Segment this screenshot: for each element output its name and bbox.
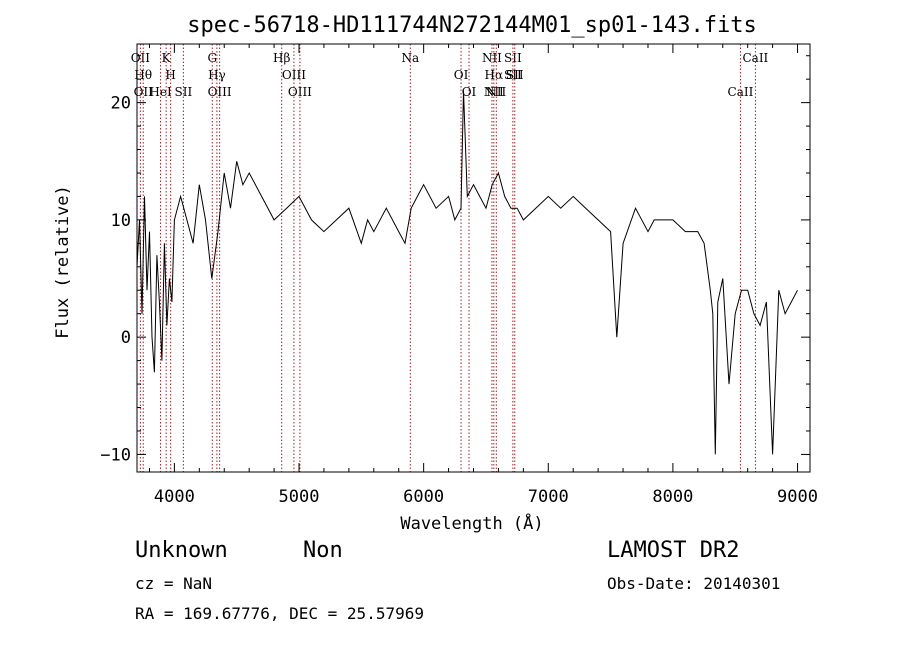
line-marker-label: HeI [149,85,172,99]
line-marker-label: OII [131,51,151,65]
line-marker-label: Hα [485,68,504,82]
line-marker-label: NII [484,85,504,99]
x-tick-label: 8000 [652,487,693,507]
y-tick-label: 10 [111,211,131,231]
line-marker-label: OIII [208,85,232,99]
x-tick-label: 9000 [777,487,818,507]
line-marker-label: OIII [288,85,312,99]
redshift-cz: cz = NaN [135,574,213,593]
line-marker-label: Hθ [134,68,152,82]
line-marker-label: OI [462,85,477,99]
object-subclass: Non [303,538,343,563]
spectrum-line [136,90,798,455]
chart-title: spec-56718-HD111744N272144M01_sp01-143.f… [187,13,757,38]
emission-line-markers: OIIHθOIIHeIKHSIIGHγOIIIHβOIIIOIIINaOIOIN… [131,44,769,472]
line-marker-label: G [207,51,217,65]
line-marker-label: NII [486,85,506,99]
line-marker-label: OII [134,85,154,99]
y-tick-label: 20 [111,94,131,114]
survey-name: LAMOST DR2 [607,538,740,563]
object-class: Unknown [135,538,228,563]
coordinates: RA = 169.67776, DEC = 25.57969 [135,604,424,623]
observation-date: Obs-Date: 20140301 [607,574,781,593]
plot-frame [136,43,811,473]
y-tick-label: −10 [100,445,131,465]
x-tick-label: 4000 [154,487,195,507]
axis-ticks: 4000 5000 6000 7000 8000 9000 −10 0 10 20 [100,44,818,507]
line-marker-label: SII [506,68,524,82]
line-marker-label: SII [175,85,193,99]
line-marker-label: Na [401,51,419,65]
x-tick-label: 5000 [279,487,320,507]
line-marker-label: CaII [742,51,768,65]
line-marker-label: SII [504,51,522,65]
x-tick-label: 6000 [403,487,444,507]
x-tick-label: 7000 [528,487,569,507]
line-marker-label: Hβ [273,51,290,65]
line-marker-label: OI [454,68,469,82]
y-axis-label: Flux (relative) [53,185,73,339]
line-marker-label: NII [482,51,502,65]
line-marker-label: H [165,68,175,82]
line-marker-label: K [162,51,172,65]
y-tick-label: 0 [121,328,131,348]
line-marker-label: Hγ [208,68,226,82]
line-marker-label: SII [504,68,522,82]
line-marker-label: OIII [282,68,306,82]
line-marker-label: CaII [728,85,754,99]
x-axis-label: Wavelength (Å) [400,512,543,534]
